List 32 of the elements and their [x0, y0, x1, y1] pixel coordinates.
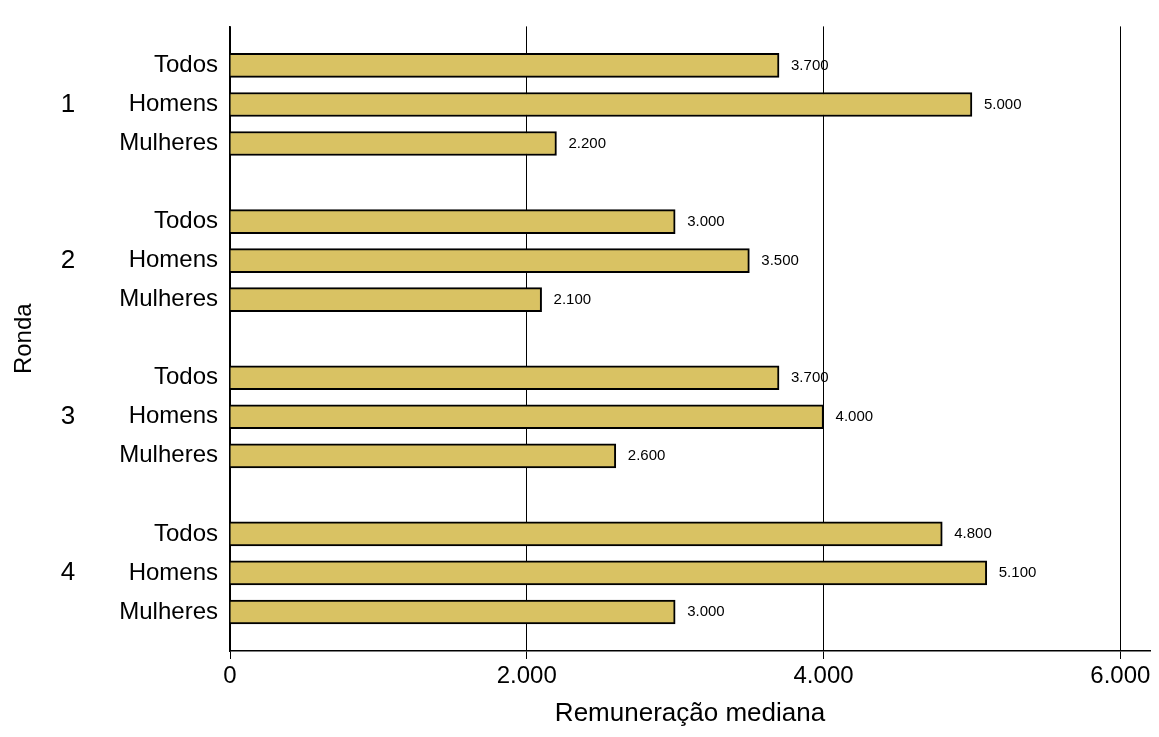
data-label: 4.000	[835, 406, 874, 424]
data-label: 2.200	[568, 133, 606, 151]
y-tick-label: Todos	[153, 50, 218, 78]
data-label: 3.000	[687, 211, 725, 229]
y-tick-label: Homens	[128, 89, 218, 117]
x-tick-label: 4.000	[793, 661, 854, 689]
data-label: 5.100	[998, 563, 1037, 581]
y-tick-label: Todos	[153, 518, 218, 546]
y-tick-label: Mulheres	[119, 128, 218, 156]
x-tick-label: 6.000	[1090, 661, 1151, 689]
y-axis-title: Ronda	[9, 302, 37, 375]
text: 4	[60, 556, 76, 587]
data-label: 2.600	[627, 445, 666, 463]
data-label: 4.800	[954, 524, 992, 542]
y-tick-label: Homens	[128, 245, 218, 273]
data-label: 3.500	[761, 250, 799, 268]
text: 1	[60, 87, 76, 118]
y-tick-label: Mulheres	[119, 284, 218, 312]
data-label: 3.000	[687, 602, 725, 620]
y-tick-label: Todos	[153, 362, 218, 390]
y-tick-label: Mulheres	[119, 596, 218, 624]
y-tick-label: Homens	[128, 401, 218, 429]
x-axis-title: Remuneração mediana	[554, 696, 826, 727]
x-tick-label: 2.000	[496, 661, 557, 689]
y-tick-label: Homens	[128, 557, 218, 585]
text: 2	[60, 243, 76, 274]
text: 3	[60, 399, 76, 430]
x-tick-label: 0	[223, 661, 237, 689]
y-tick-label: Mulheres	[119, 440, 218, 468]
data-label: 5.000	[983, 94, 1022, 112]
y-tick-label: Todos	[153, 206, 218, 234]
data-label: 2.100	[553, 289, 592, 307]
